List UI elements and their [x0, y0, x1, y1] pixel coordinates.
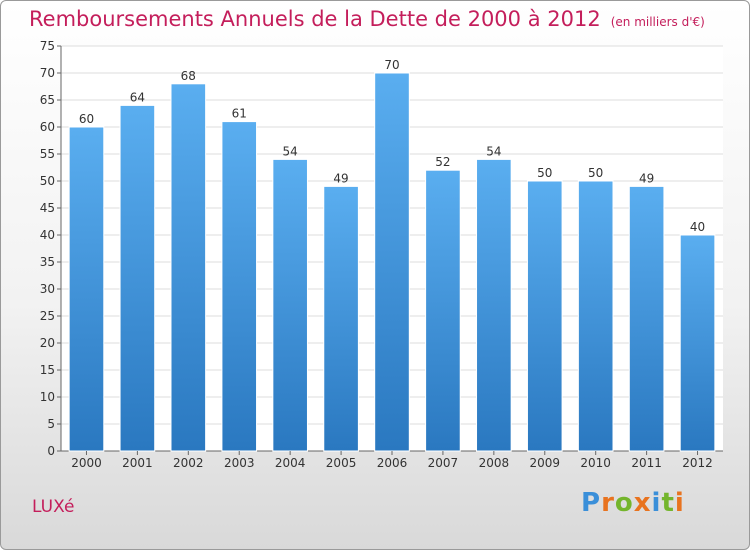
logo-letter: t — [661, 488, 675, 518]
x-tick-label: 2007 — [428, 456, 459, 470]
y-tick-label: 60 — [40, 120, 55, 134]
y-tick-label: 15 — [40, 363, 55, 377]
x-tick-label: 2006 — [377, 456, 408, 470]
bar — [526, 180, 563, 452]
unit-label: (en milliers d'€) — [610, 15, 705, 29]
y-tick-label: 75 — [40, 39, 55, 53]
data-label: 61 — [232, 107, 247, 121]
x-tick-label: 2000 — [71, 456, 102, 470]
y-tick-label: 40 — [40, 228, 55, 242]
x-tick-label: 2012 — [682, 456, 713, 470]
x-tick-label: 2008 — [479, 456, 510, 470]
bar — [374, 72, 410, 452]
x-tick-label: 2003 — [224, 456, 255, 470]
data-label: 68 — [181, 69, 196, 83]
bar — [170, 83, 207, 452]
y-tick-label: 30 — [40, 282, 55, 296]
logo-letter: o — [614, 488, 634, 518]
logo-letter: i — [674, 488, 685, 518]
data-label: 70 — [384, 58, 399, 72]
bar — [68, 126, 105, 452]
x-tick-label: 2001 — [122, 456, 153, 470]
y-tick-label: 55 — [40, 147, 55, 161]
bar — [628, 185, 665, 452]
y-tick-label: 35 — [40, 255, 55, 269]
y-tick-label: 0 — [47, 444, 55, 458]
y-tick-label: 65 — [40, 93, 55, 107]
x-tick-label: 2005 — [326, 456, 357, 470]
bar — [323, 185, 359, 452]
data-label: 54 — [486, 144, 501, 158]
proxiti-logo: Proxiti — [581, 488, 685, 518]
y-tick-label: 50 — [40, 174, 55, 188]
location-label: LUXé — [32, 497, 75, 517]
logo-letter: r — [601, 488, 615, 518]
data-label: 40 — [690, 220, 705, 234]
bar — [119, 104, 156, 452]
title-text: Remboursements Annuels de la Dette de 20… — [29, 7, 601, 31]
bar — [679, 234, 716, 452]
data-label: 50 — [588, 166, 603, 180]
x-tick-label: 2009 — [529, 456, 560, 470]
bar — [577, 180, 614, 452]
data-label: 49 — [333, 171, 348, 185]
data-label: 52 — [435, 155, 450, 169]
y-tick-label: 20 — [40, 336, 55, 350]
bar — [476, 158, 512, 452]
logo-letter: P — [581, 488, 602, 518]
bar — [221, 121, 258, 452]
data-label: 60 — [79, 112, 94, 126]
x-tick-label: 2010 — [580, 456, 611, 470]
data-label: 49 — [639, 171, 654, 185]
x-tick-label: 2004 — [275, 456, 306, 470]
logo-letter: x — [633, 488, 652, 518]
x-tick-label: 2011 — [631, 456, 662, 470]
data-label: 50 — [537, 166, 552, 180]
y-tick-label: 70 — [40, 66, 55, 80]
y-tick-label: 10 — [40, 390, 55, 404]
data-label: 54 — [283, 144, 298, 158]
x-tick-label: 2002 — [173, 456, 204, 470]
bar — [272, 158, 308, 452]
y-tick-label: 25 — [40, 309, 55, 323]
y-tick-label: 45 — [40, 201, 55, 215]
y-tick-label: 5 — [47, 417, 55, 431]
logo-letter: i — [651, 488, 662, 518]
bar — [425, 169, 461, 452]
chart-title: Remboursements Annuels de la Dette de 20… — [29, 7, 705, 31]
data-label: 64 — [130, 90, 145, 104]
